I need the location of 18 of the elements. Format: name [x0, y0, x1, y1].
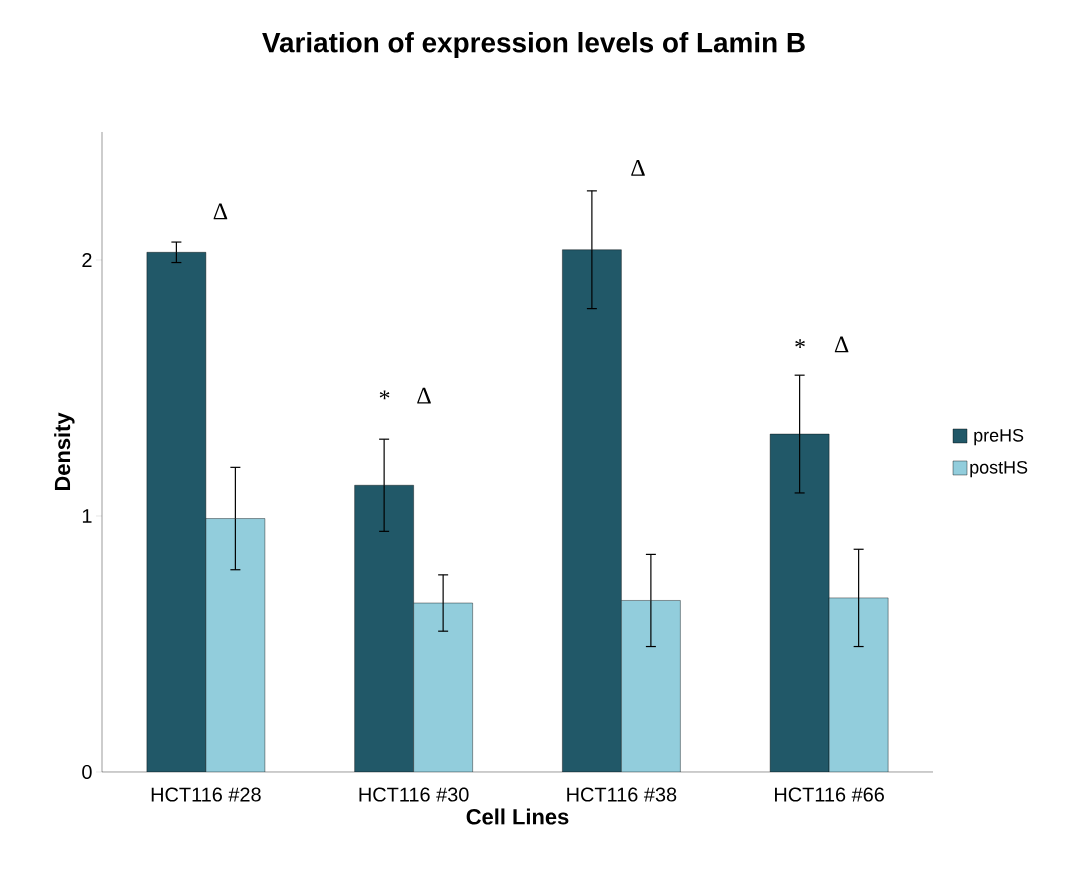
legend-label: preHS [974, 428, 1024, 446]
annotation: Δ [631, 159, 645, 176]
x-tick-label: HCT116 #66 [775, 787, 884, 802]
annotation: Δ [213, 203, 228, 220]
x-axis-title: Cell Lines [466, 808, 569, 825]
x-tick-label: HCT116 #28 [151, 787, 261, 802]
annotation: * [379, 390, 390, 400]
annotation: * [795, 339, 805, 348]
y-axis-title: Density [54, 412, 75, 491]
annotation: Δ [417, 387, 431, 404]
y-tick-label: 1 [82, 509, 92, 523]
x-tick-label: HCT116 #30 [359, 787, 469, 802]
annotation: Δ [834, 336, 849, 353]
y-tick-label: 2 [82, 253, 92, 267]
x-tick-label: HCT116 #38 [567, 787, 677, 802]
legend-label: postHS [970, 460, 1028, 478]
y-tick-label: 0 [82, 764, 92, 780]
chart-title: Variation of expression levels of Lamin B [262, 32, 805, 58]
